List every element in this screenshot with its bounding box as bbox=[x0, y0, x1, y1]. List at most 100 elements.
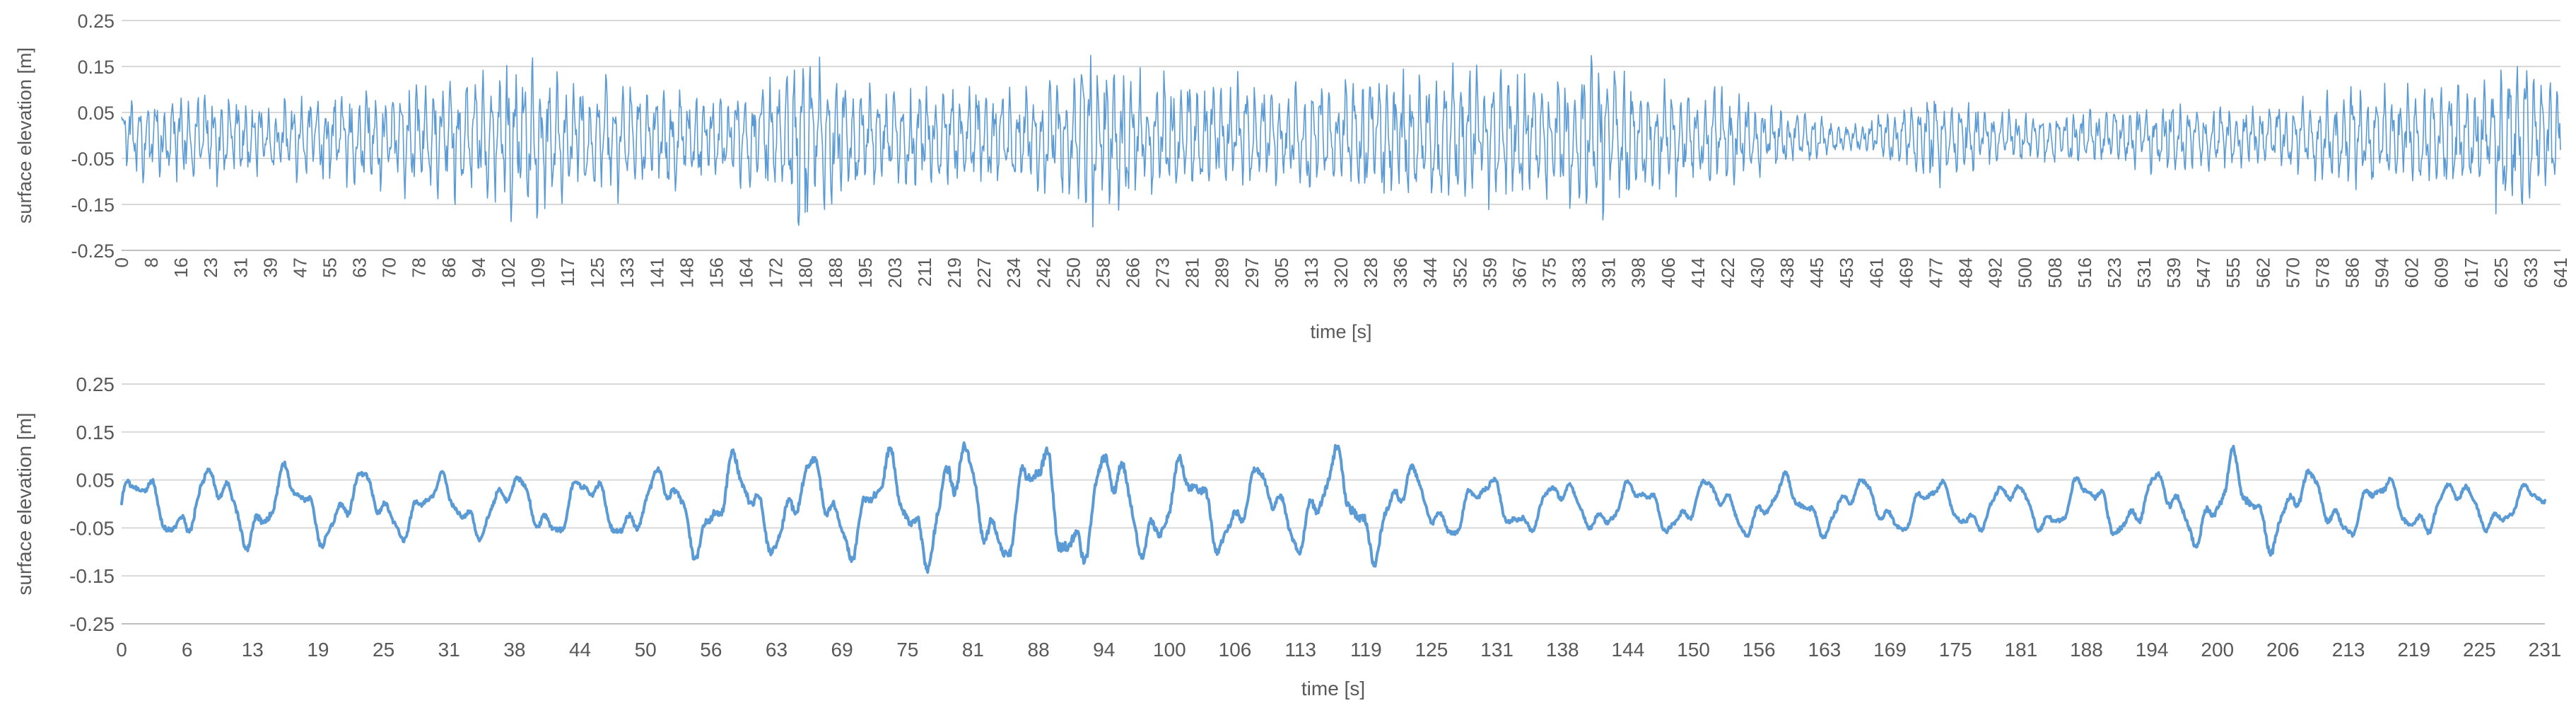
x-tick-label: 225 bbox=[2463, 639, 2496, 661]
x-tick-label: 438 bbox=[1776, 257, 1798, 288]
x-tick-label: 102 bbox=[498, 257, 519, 288]
x-tick-label: 219 bbox=[2397, 639, 2430, 661]
x-tick-label: 336 bbox=[1390, 257, 1411, 288]
x-tick-label: 172 bbox=[766, 257, 787, 288]
x-tick-label: 641 bbox=[2550, 257, 2571, 288]
x-tick-label: 213 bbox=[2332, 639, 2365, 661]
x-tick-label: 23 bbox=[200, 257, 221, 278]
y-axis-ticks: 0.25 0.15 0.05 -0.05 -0.15 -0.25 bbox=[71, 11, 115, 262]
x-tick-label: 141 bbox=[646, 257, 667, 288]
y-tick-label: -0.05 bbox=[69, 517, 115, 539]
x-tick-label: 50 bbox=[635, 639, 657, 661]
chart-panel-top: 0.25 0.15 0.05 -0.05 -0.15 -0.25 0 8 16 23 31 39 47 5… bbox=[14, 11, 2571, 342]
x-tick-label: 44 bbox=[569, 639, 591, 661]
y-tick-label: 0.15 bbox=[77, 57, 115, 78]
x-tick-label: 181 bbox=[2004, 639, 2037, 661]
x-tick-label: 562 bbox=[2252, 257, 2273, 288]
x-tick-label: 523 bbox=[2104, 257, 2125, 288]
x-tick-label: 430 bbox=[1747, 257, 1768, 288]
x-tick-label: 100 bbox=[1153, 639, 1186, 661]
x-tick-label: 156 bbox=[706, 257, 727, 288]
surface-elevation-series-line bbox=[121, 54, 2561, 228]
x-tick-label: 156 bbox=[1743, 639, 1776, 661]
x-tick-label: 250 bbox=[1062, 257, 1084, 288]
x-tick-label: 602 bbox=[2401, 257, 2423, 288]
x-tick-label: 633 bbox=[2520, 257, 2541, 288]
x-tick-label: 133 bbox=[616, 257, 638, 288]
x-tick-label: 617 bbox=[2461, 257, 2482, 288]
x-tick-label: 281 bbox=[1182, 257, 1203, 288]
surface-elevation-series-line bbox=[120, 441, 2546, 574]
x-axis-title: time [s] bbox=[1310, 321, 1371, 342]
y-tick-label: 0.15 bbox=[76, 422, 115, 443]
x-tick-label: 6 bbox=[182, 639, 193, 661]
x-tick-label: 188 bbox=[825, 257, 846, 288]
x-axis-ticks: 0 6 13 19 25 31 38 44 50 56 63 69 75 81 88 94 100 106 113 1… bbox=[116, 639, 2561, 661]
x-tick-label: 39 bbox=[259, 257, 281, 278]
x-tick-label: 586 bbox=[2341, 257, 2363, 288]
x-tick-label: 119 bbox=[1350, 639, 1382, 661]
x-tick-label: 500 bbox=[2015, 257, 2036, 288]
x-tick-label: 13 bbox=[242, 639, 264, 661]
y-tick-label: 0.05 bbox=[76, 470, 115, 492]
x-tick-label: 138 bbox=[1546, 639, 1579, 661]
x-tick-label: 242 bbox=[1033, 257, 1054, 288]
x-tick-label: 8 bbox=[141, 257, 162, 267]
x-tick-label: 391 bbox=[1598, 257, 1620, 288]
surface-elevation-chart-full-record: 0.25 0.15 0.05 -0.05 -0.15 -0.250 8 16 23 31 39 47 5… bbox=[14, 11, 2571, 342]
y-axis-title: surface elevation [m] bbox=[14, 47, 35, 223]
x-tick-label: 219 bbox=[944, 257, 965, 288]
x-tick-label: 305 bbox=[1271, 257, 1292, 288]
x-tick-label: 206 bbox=[2266, 639, 2300, 661]
x-tick-label: 106 bbox=[1219, 639, 1252, 661]
x-tick-label: 25 bbox=[373, 639, 394, 661]
x-tick-label: 63 bbox=[349, 257, 370, 278]
x-tick-label: 163 bbox=[1808, 639, 1842, 661]
x-tick-label: 414 bbox=[1687, 257, 1709, 288]
x-tick-label: 31 bbox=[230, 257, 251, 278]
x-tick-label: 180 bbox=[795, 257, 816, 288]
x-tick-label: 94 bbox=[1093, 639, 1115, 661]
x-tick-label: 352 bbox=[1449, 257, 1470, 288]
y-tick-label: -0.15 bbox=[71, 194, 115, 216]
surface-elevation-chart-detail: 0.25 0.15 0.05 -0.05 -0.15 -0.250 6 13 19 25 31 38 4… bbox=[13, 373, 2561, 699]
x-tick-label: 547 bbox=[2193, 257, 2214, 288]
x-tick-label: 144 bbox=[1612, 639, 1645, 661]
x-tick-label: 94 bbox=[468, 257, 489, 278]
x-tick-label: 359 bbox=[1479, 257, 1500, 288]
x-tick-label: 320 bbox=[1330, 257, 1352, 288]
x-tick-label: 594 bbox=[2372, 257, 2393, 288]
x-tick-label: 445 bbox=[1806, 257, 1827, 288]
x-tick-label: 555 bbox=[2223, 257, 2244, 288]
x-tick-label: 508 bbox=[2044, 257, 2066, 288]
x-tick-label: 406 bbox=[1658, 257, 1679, 288]
x-tick-label: 484 bbox=[1955, 257, 1977, 288]
x-tick-label: 453 bbox=[1836, 257, 1857, 288]
x-tick-label: 56 bbox=[700, 639, 722, 661]
x-tick-label: 289 bbox=[1212, 257, 1233, 288]
x-tick-label: 469 bbox=[1895, 257, 1916, 288]
x-tick-label: 231 bbox=[2529, 639, 2562, 661]
x-tick-label: 0 bbox=[111, 257, 132, 267]
x-tick-label: 125 bbox=[1415, 639, 1448, 661]
x-tick-label: 109 bbox=[527, 257, 549, 288]
x-tick-label: 398 bbox=[1628, 257, 1649, 288]
x-tick-label: 266 bbox=[1122, 257, 1143, 288]
x-tick-label: 55 bbox=[320, 257, 341, 278]
x-tick-label: 273 bbox=[1152, 257, 1173, 288]
y-axis-title: surface elevation [m] bbox=[13, 412, 35, 595]
x-tick-label: 313 bbox=[1301, 257, 1322, 288]
x-tick-label: 169 bbox=[1873, 639, 1907, 661]
chart-panel-bottom: 0.25 0.15 0.05 -0.05 -0.15 -0.25 0 6 13 19 25 31 38 4… bbox=[0, 360, 2576, 720]
x-tick-label: 195 bbox=[855, 257, 876, 288]
y-tick-label: 0.05 bbox=[77, 103, 115, 124]
x-tick-label: 200 bbox=[2201, 639, 2234, 661]
x-tick-label: 86 bbox=[438, 257, 459, 278]
x-tick-label: 203 bbox=[884, 257, 906, 288]
x-tick-label: 375 bbox=[1539, 257, 1560, 288]
y-axis-ticks: 0.25 0.15 0.05 -0.05 -0.15 -0.25 bbox=[69, 373, 115, 635]
x-axis-ticks: 0 8 16 23 31 39 47 55 63 70 78 86 94 102 109 117 125 133 1… bbox=[111, 257, 2571, 288]
x-tick-label: 69 bbox=[831, 639, 853, 661]
x-tick-label: 63 bbox=[766, 639, 788, 661]
x-tick-label: 16 bbox=[170, 257, 192, 278]
